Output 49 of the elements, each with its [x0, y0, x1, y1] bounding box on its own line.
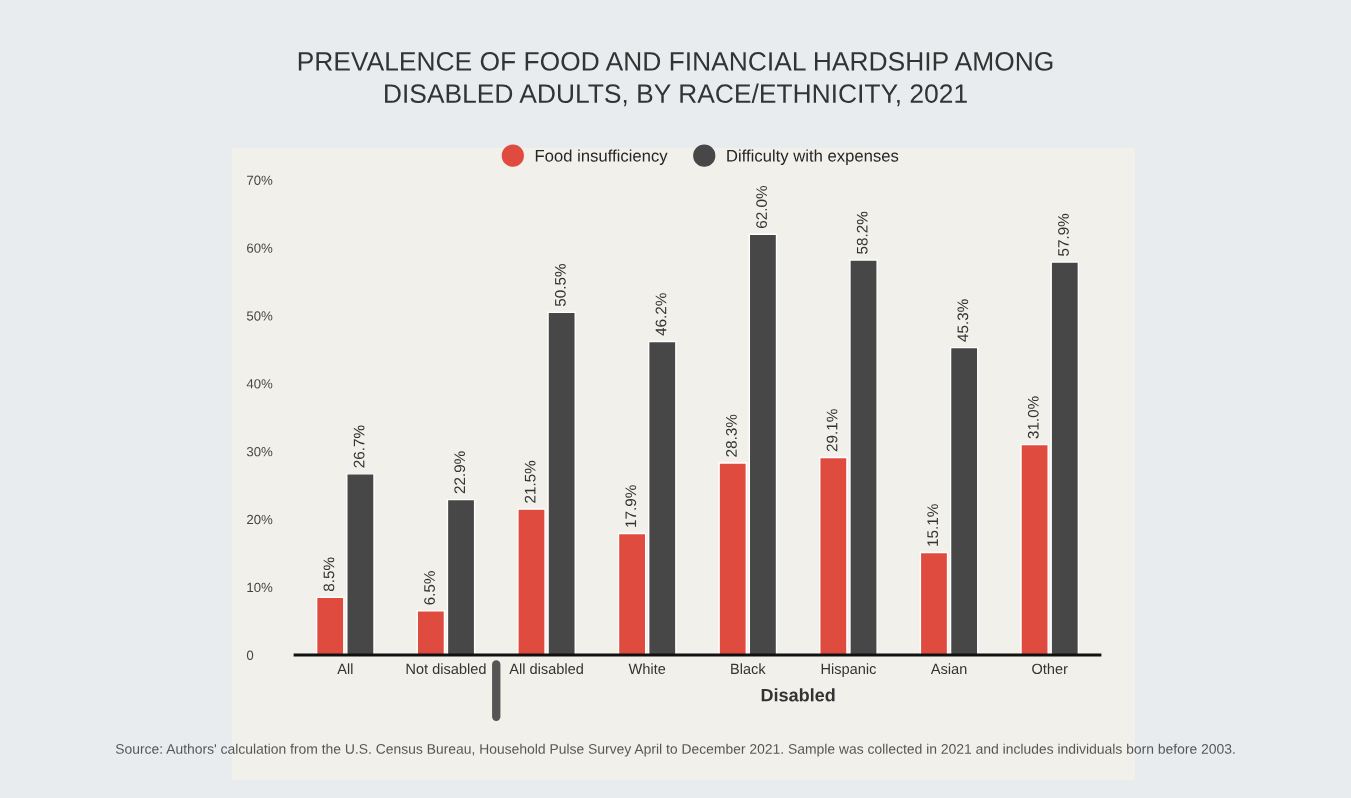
- y-tick-label: 50%: [246, 311, 273, 321]
- chart-title: PREVALENCE OF FOOD AND FINANCIAL HARDSHIP AMONG DISABLED ADULTS, BY RACE/ETHNICITY, 2021: [298, 52, 1053, 107]
- data-label: 57.9%: [1058, 213, 1069, 256]
- bar: [949, 346, 979, 655]
- x-tick-label: Other: [1032, 663, 1068, 675]
- bar: [315, 596, 345, 655]
- data-label: 45.3%: [957, 299, 969, 342]
- data-label: 15.1%: [927, 504, 939, 546]
- x-tick-label: Not disabled: [406, 663, 486, 675]
- data-label: 62.0%: [756, 185, 768, 228]
- x-tick-label: All disabled: [509, 663, 583, 675]
- bar: [416, 610, 446, 655]
- data-label: 17.9%: [625, 485, 637, 527]
- data-label: 46.2%: [655, 293, 667, 336]
- x-tick-label: Hispanic: [821, 663, 877, 677]
- bar: [919, 551, 949, 655]
- x-tick-label: Black: [731, 663, 766, 675]
- x-tick-label: White: [628, 663, 666, 675]
- data-label: 26.7%: [353, 425, 365, 468]
- bar: [748, 233, 778, 655]
- x-tick-label: All: [337, 663, 353, 674]
- data-label: 6.5%: [424, 571, 435, 605]
- data-label: 29.1%: [826, 409, 838, 452]
- data-label: 22.9%: [454, 451, 466, 494]
- bar: [718, 462, 747, 655]
- bar: [617, 532, 647, 655]
- bar: [1020, 443, 1049, 655]
- source-note: Source: Authors' calculation from the U.S. Census Bureau, Household Pulse Survey April to December 2021. Sample was collected in 2021 and includes individuals born before 2003.: [115, 743, 1235, 757]
- data-label: 31.0%: [1027, 396, 1039, 439]
- data-label: 28.3%: [726, 414, 737, 457]
- data-label: 50.5%: [554, 263, 566, 307]
- y-tick-label: 10%: [247, 582, 273, 593]
- y-tick-label: 40%: [246, 379, 273, 389]
- bar: [1050, 261, 1080, 655]
- x-tick-label: Asian: [930, 663, 967, 675]
- data-label: 21.5%: [524, 460, 536, 503]
- data-label: 8.5%: [323, 557, 335, 592]
- bar: [446, 498, 476, 655]
- y-tick-label: 0: [246, 650, 254, 660]
- bar: [346, 473, 375, 655]
- y-tick-label: 70%: [247, 175, 273, 185]
- y-tick-label: 30%: [246, 447, 273, 457]
- bar: [648, 340, 677, 655]
- legend-label: Food insufficiency: [535, 149, 668, 165]
- legend-label: Difficulty with expenses: [727, 149, 899, 165]
- text: Disabled: [761, 688, 835, 702]
- y-tick-label: 60%: [247, 243, 273, 253]
- y-tick-label: 20%: [247, 514, 273, 525]
- data-label: 58.2%: [856, 211, 868, 254]
